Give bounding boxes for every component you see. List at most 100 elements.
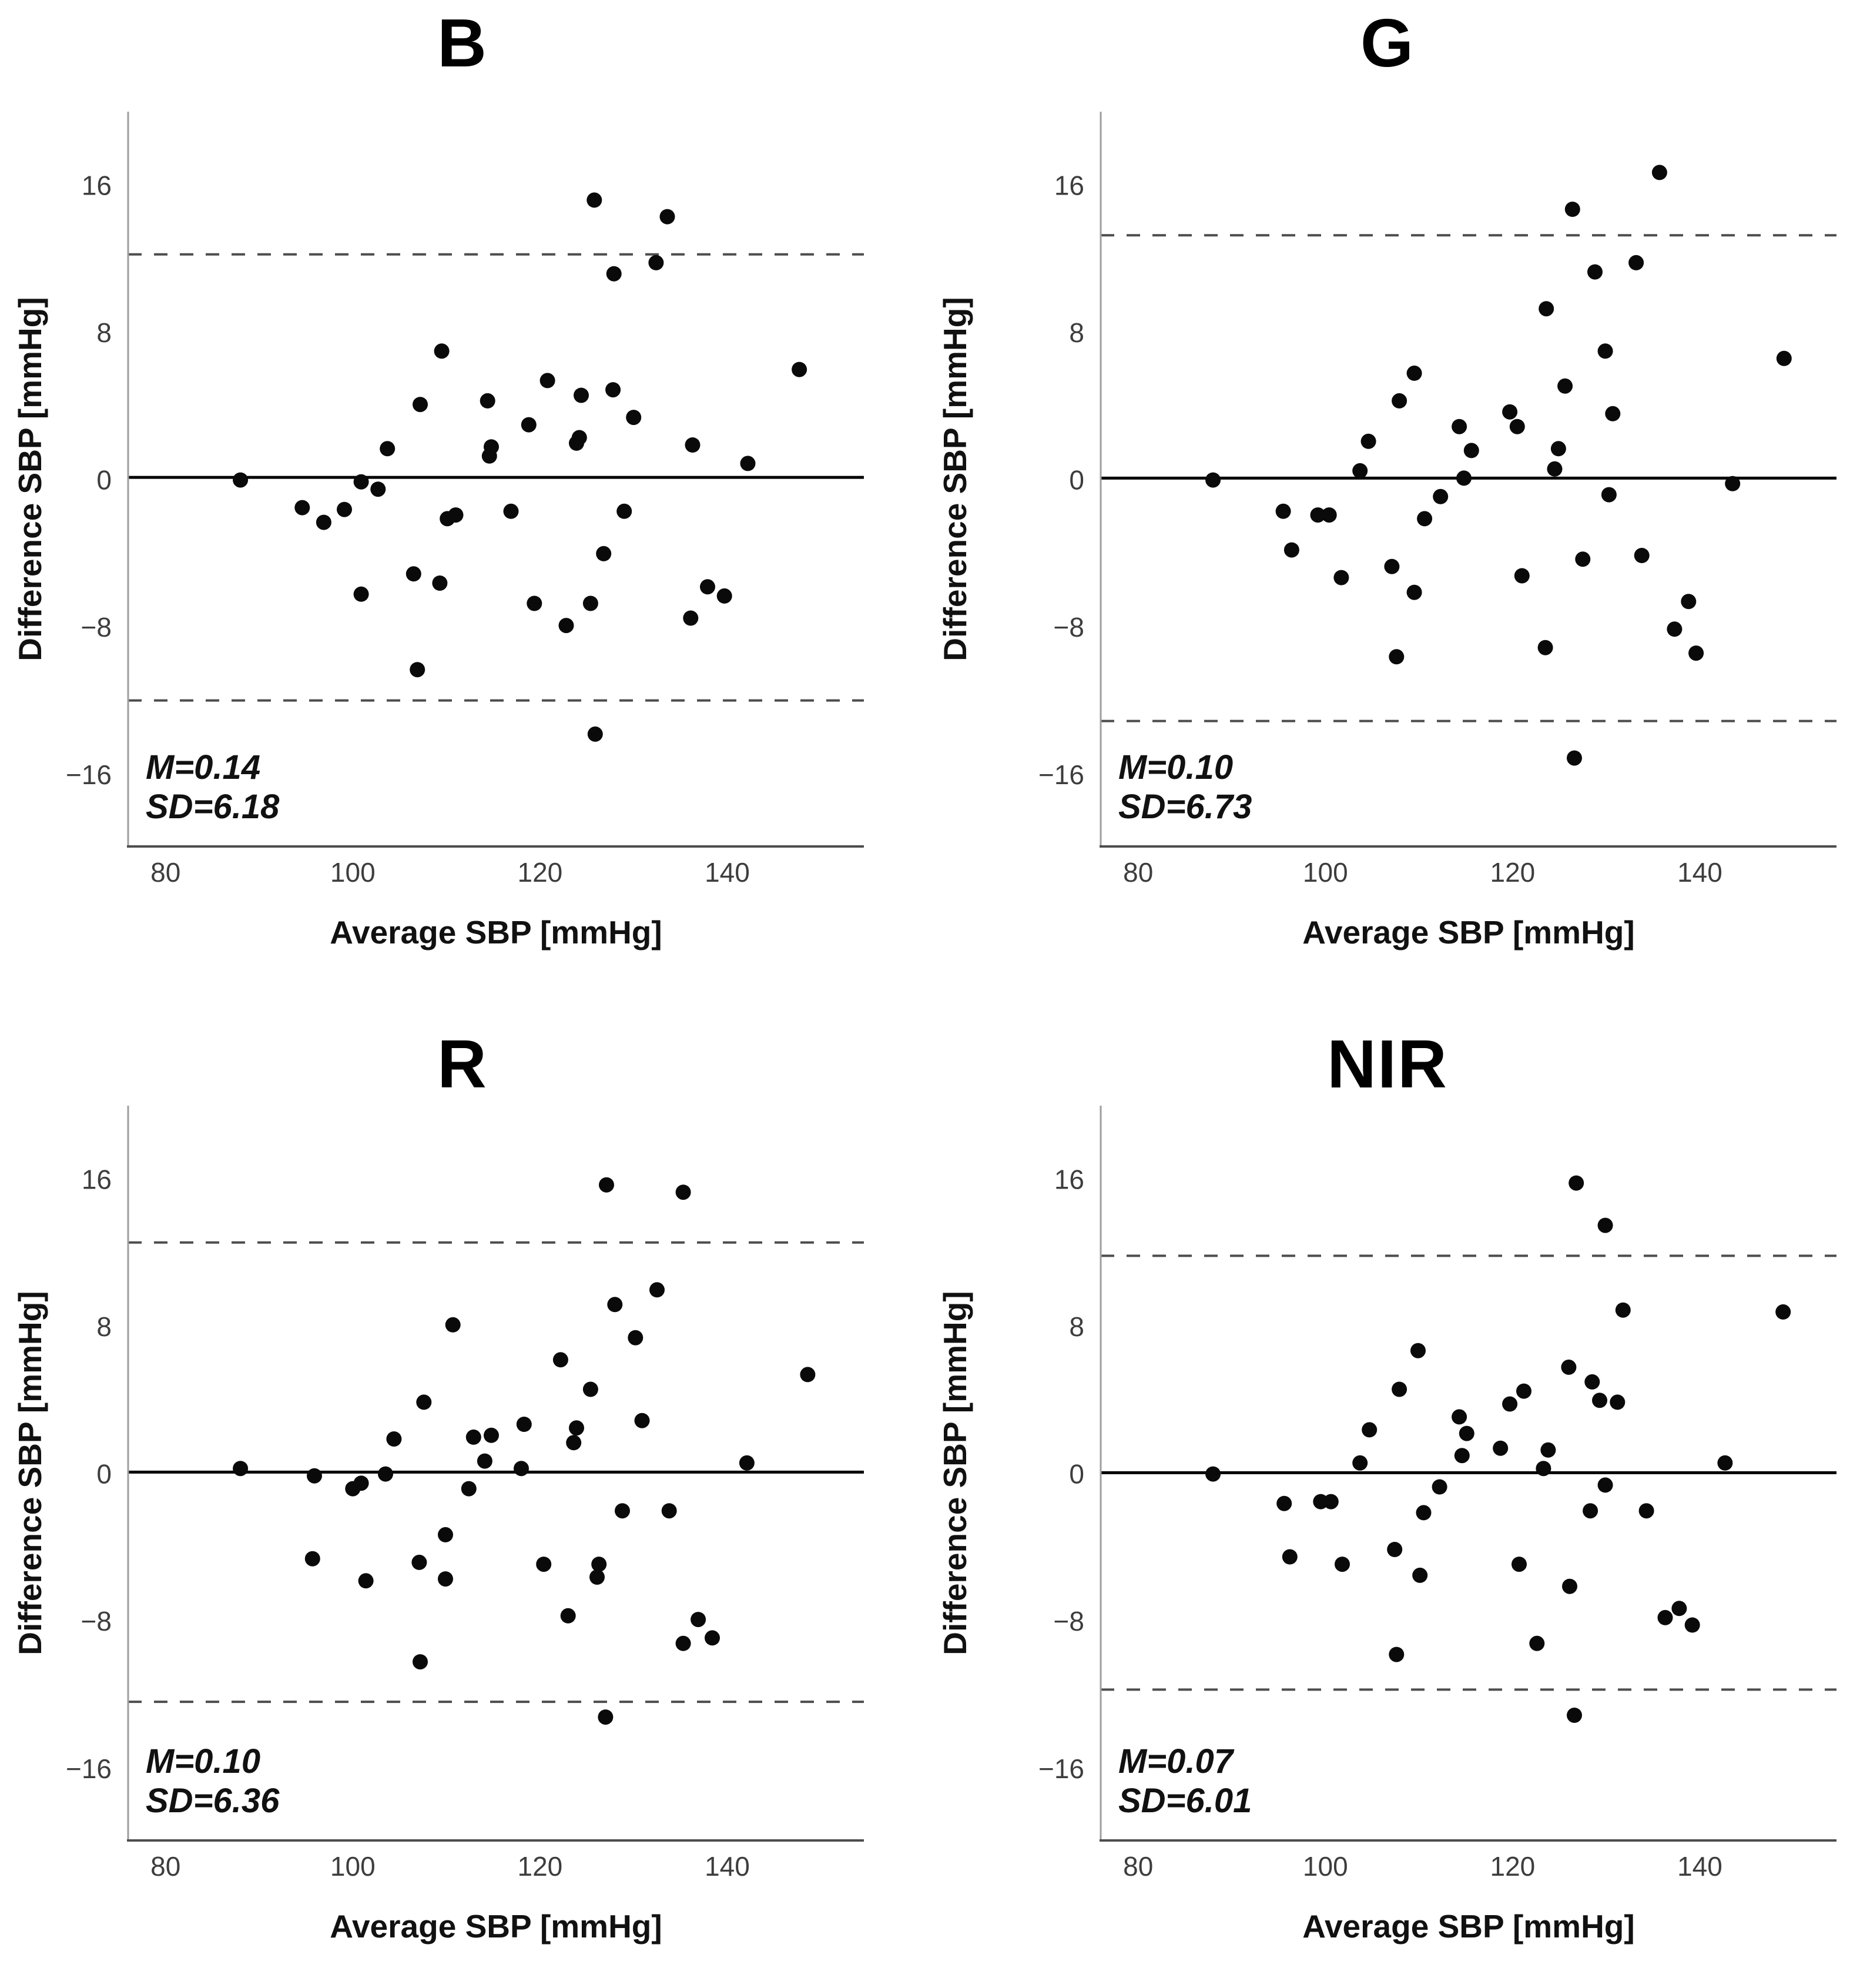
- data-point: [574, 387, 589, 403]
- data-point: [1335, 1557, 1350, 1572]
- data-point: [1417, 511, 1433, 527]
- data-point: [1601, 487, 1617, 503]
- data-point: [675, 1635, 691, 1651]
- data-point: [1775, 1304, 1791, 1320]
- data-point: [514, 1461, 529, 1477]
- data-point: [1562, 1578, 1577, 1594]
- data-point: [405, 566, 421, 582]
- data-point: [484, 439, 499, 455]
- x-tick-label: 100: [1303, 1851, 1348, 1882]
- data-point: [1452, 419, 1467, 434]
- data-point: [1529, 1635, 1545, 1651]
- x-axis-label: Average SBP [mmHg]: [330, 914, 662, 951]
- data-point: [386, 1431, 402, 1447]
- y-tick-label: 8: [1069, 317, 1084, 348]
- data-point: [1583, 1503, 1598, 1519]
- data-point: [1634, 548, 1650, 563]
- data-point: [1389, 1646, 1405, 1662]
- data-point: [1454, 1448, 1470, 1464]
- data-point: [1452, 1409, 1467, 1425]
- panel-nir-title: NIR: [1327, 1026, 1448, 1102]
- data-point: [1657, 1609, 1673, 1625]
- data-point: [358, 1573, 374, 1589]
- data-point: [1205, 1466, 1221, 1482]
- data-point: [1283, 542, 1299, 558]
- y-tick-label: 0: [1069, 1459, 1084, 1490]
- annotation-mean: M=0.10: [1118, 748, 1233, 787]
- data-point: [1275, 503, 1291, 519]
- x-tick-label: 80: [1123, 1851, 1153, 1882]
- data-point: [410, 662, 425, 678]
- y-tick-label: 8: [96, 317, 112, 348]
- data-point: [480, 393, 495, 409]
- data-point: [1717, 1455, 1733, 1471]
- panel-g: G 16 8 0 −8 −16 80 100 120 140 Difference SBP [mm…: [925, 0, 1850, 994]
- data-point: [1688, 645, 1704, 661]
- data-point: [1537, 640, 1553, 655]
- data-point: [1684, 1617, 1700, 1633]
- data-point: [739, 1455, 755, 1471]
- y-tick-label: 0: [1069, 465, 1084, 496]
- y-tick-label: −16: [66, 1753, 112, 1784]
- data-point: [800, 1367, 816, 1383]
- data-point: [599, 1177, 614, 1193]
- annotation-sd: SD=6.01: [1118, 1782, 1252, 1820]
- y-tick-label: 16: [82, 170, 112, 200]
- data-point: [586, 192, 602, 208]
- data-point: [503, 503, 519, 519]
- data-point: [233, 472, 249, 488]
- y-axis-label: Difference SBP [mmHg]: [937, 1291, 973, 1655]
- data-point: [416, 1394, 432, 1410]
- x-tick-label: 140: [705, 857, 750, 888]
- x-tick-label: 120: [517, 857, 562, 888]
- data-point: [438, 1527, 453, 1542]
- data-point: [659, 209, 675, 225]
- data-point: [648, 255, 664, 270]
- data-point: [484, 1427, 499, 1443]
- y-tick-label: −8: [1054, 1606, 1084, 1636]
- data-point: [1384, 558, 1400, 574]
- data-point: [1433, 488, 1449, 504]
- data-point: [740, 456, 756, 471]
- data-point: [1323, 1494, 1339, 1510]
- data-point: [448, 507, 464, 523]
- data-point: [700, 579, 715, 595]
- data-point: [792, 362, 807, 377]
- data-point: [438, 1571, 453, 1587]
- data-point: [1321, 507, 1337, 523]
- annotation-sd: SD=6.73: [1118, 788, 1252, 826]
- data-point: [589, 1569, 605, 1585]
- data-point: [1352, 1455, 1368, 1471]
- data-point: [1725, 476, 1741, 491]
- data-point: [294, 500, 310, 516]
- x-tick-label: 100: [330, 857, 376, 888]
- data-point: [380, 441, 396, 457]
- data-point: [705, 1630, 720, 1646]
- data-point: [1587, 264, 1603, 280]
- data-point: [560, 1608, 576, 1624]
- data-point: [1205, 472, 1221, 488]
- data-point: [1310, 507, 1326, 523]
- data-point: [1557, 378, 1573, 394]
- data-point: [233, 1461, 249, 1477]
- x-tick-label: 120: [1490, 1851, 1535, 1882]
- data-point: [307, 1468, 322, 1484]
- data-point: [1575, 551, 1591, 567]
- data-point: [378, 1466, 393, 1482]
- data-point: [1514, 568, 1530, 584]
- x-tick-label: 140: [1677, 857, 1722, 888]
- panel-r: R 16 8 0 −8 −16 80 100 120 140 Difference SBP [mm…: [0, 994, 925, 1988]
- data-point: [1597, 1217, 1613, 1233]
- x-axis-label: Average SBP [mmHg]: [1302, 1908, 1634, 1945]
- data-point: [683, 610, 699, 626]
- data-point: [1502, 404, 1518, 420]
- y-tick-label: −16: [1038, 1753, 1084, 1784]
- data-point: [465, 1429, 481, 1445]
- data-point: [1564, 202, 1580, 217]
- data-point: [1463, 443, 1479, 458]
- data-point: [716, 588, 732, 604]
- data-point: [1282, 1549, 1298, 1565]
- y-tick-label: 0: [96, 465, 112, 496]
- data-point: [587, 726, 603, 742]
